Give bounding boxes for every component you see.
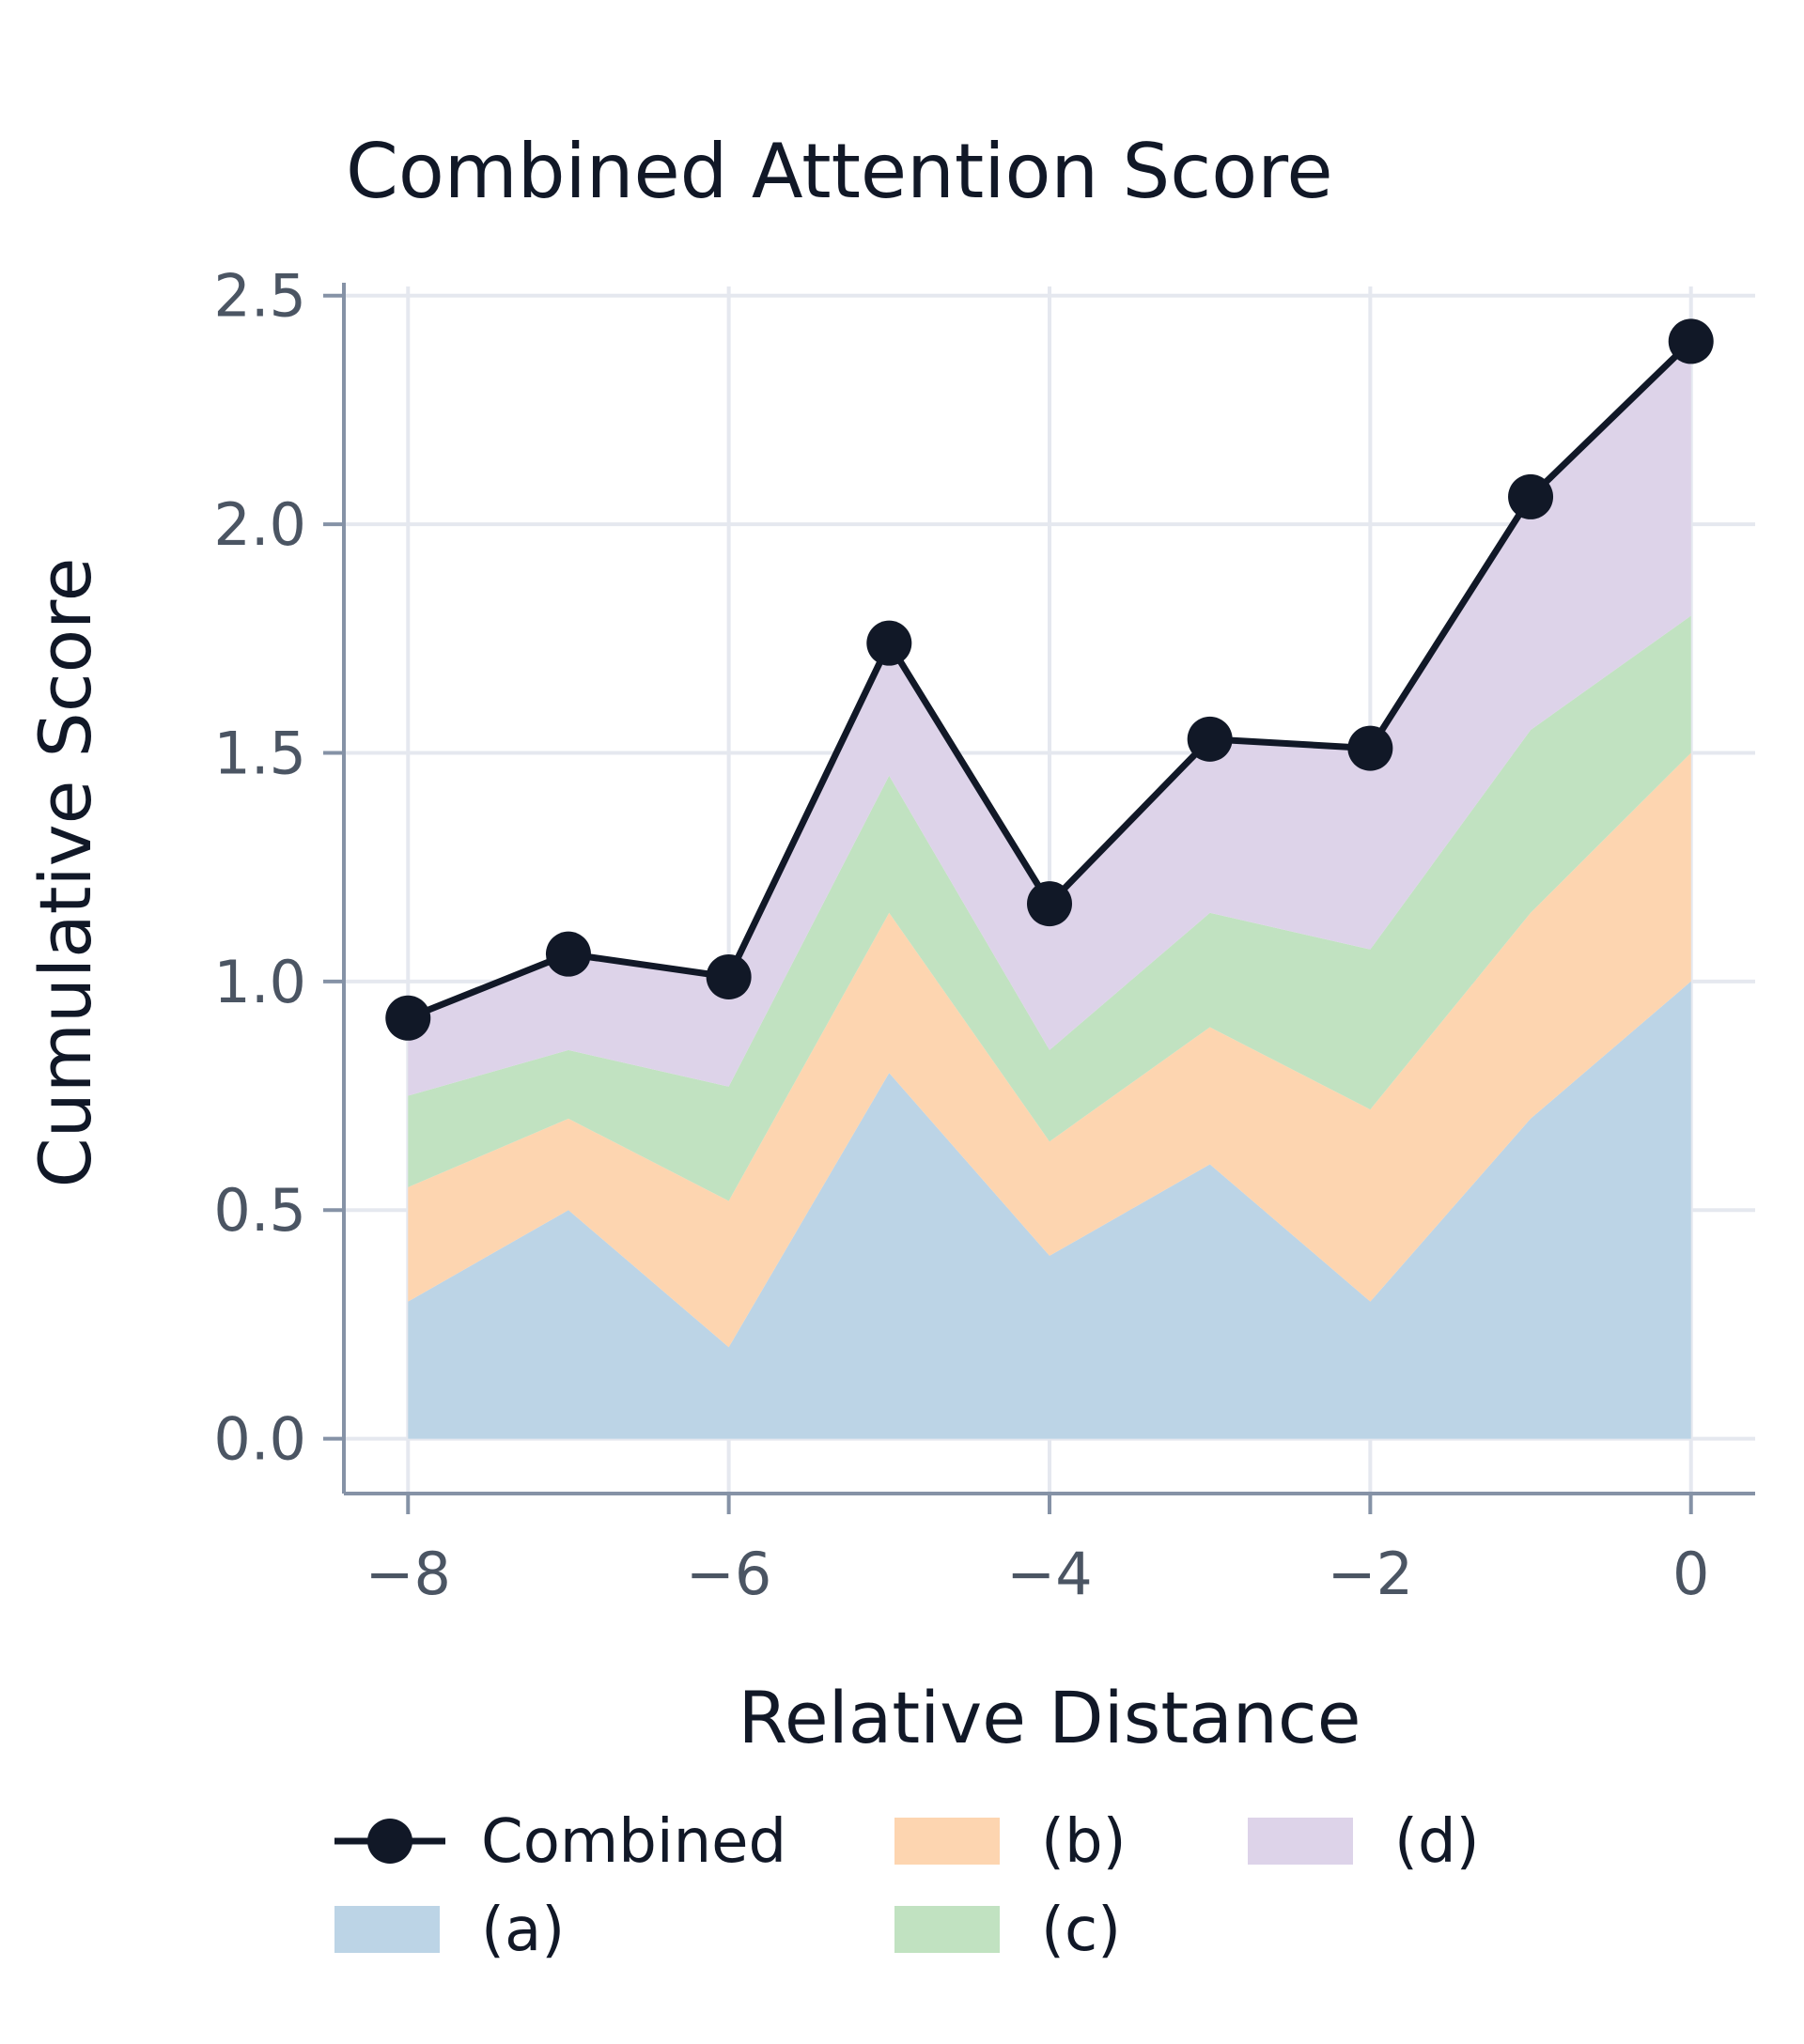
- y-tick-label-3: 1.5: [213, 719, 306, 787]
- x-tick-label-4: 0: [1672, 1540, 1709, 1608]
- area-a: [408, 981, 1691, 1439]
- area-c: [408, 615, 1691, 1201]
- combined-point-8: [1668, 318, 1714, 364]
- combined-point-4: [1027, 881, 1072, 927]
- y-axis-label: Cumulative Score: [23, 558, 107, 1188]
- legend-swatch-b: [894, 1818, 1000, 1865]
- chart-title: Combined Attention Score: [346, 128, 1333, 215]
- y-tick-label-2: 1.0: [213, 948, 306, 1016]
- legend-swatch-d: [1248, 1818, 1353, 1865]
- combined-point-5: [1187, 716, 1233, 762]
- combined-point-7: [1508, 473, 1554, 519]
- combined-point-3: [866, 620, 912, 666]
- combined-point-6: [1347, 725, 1393, 771]
- x-tick-label-2: −4: [1006, 1540, 1092, 1608]
- combined-series: [385, 318, 1714, 1041]
- legend-label-b: (b): [1041, 1807, 1127, 1877]
- y-tick-label-5: 2.5: [213, 262, 306, 331]
- combined-point-1: [545, 931, 591, 977]
- ticks: −8 −6 −4 −2 0 0.0 0.5 1.0 1.5 2.0 2.5: [213, 262, 1709, 1608]
- x-tick-label-0: −8: [365, 1540, 451, 1608]
- legend-label-a: (a): [481, 1896, 565, 1965]
- legend-label-combined: Combined: [481, 1807, 786, 1877]
- area-d: [408, 341, 1691, 1096]
- legend: Combined (a) (b) (c) (d): [334, 1807, 1480, 1965]
- legend-marker-combined: [367, 1819, 412, 1864]
- x-tick-label-3: −2: [1328, 1540, 1413, 1608]
- x-axis-label: Relative Distance: [739, 1676, 1361, 1759]
- y-tick-label-0: 0.0: [213, 1405, 306, 1474]
- stacked-areas: [408, 341, 1691, 1439]
- y-tick-label-1: 0.5: [213, 1176, 306, 1245]
- y-tick-label-4: 2.0: [213, 490, 306, 559]
- legend-swatch-a: [334, 1906, 440, 1953]
- legend-swatch-c: [894, 1906, 1000, 1953]
- x-tick-label-1: −6: [686, 1540, 771, 1608]
- combined-point-0: [385, 995, 431, 1041]
- legend-label-d: (d): [1394, 1807, 1480, 1877]
- legend-label-c: (c): [1041, 1896, 1121, 1965]
- area-b: [408, 752, 1691, 1348]
- combined-point-2: [706, 953, 752, 999]
